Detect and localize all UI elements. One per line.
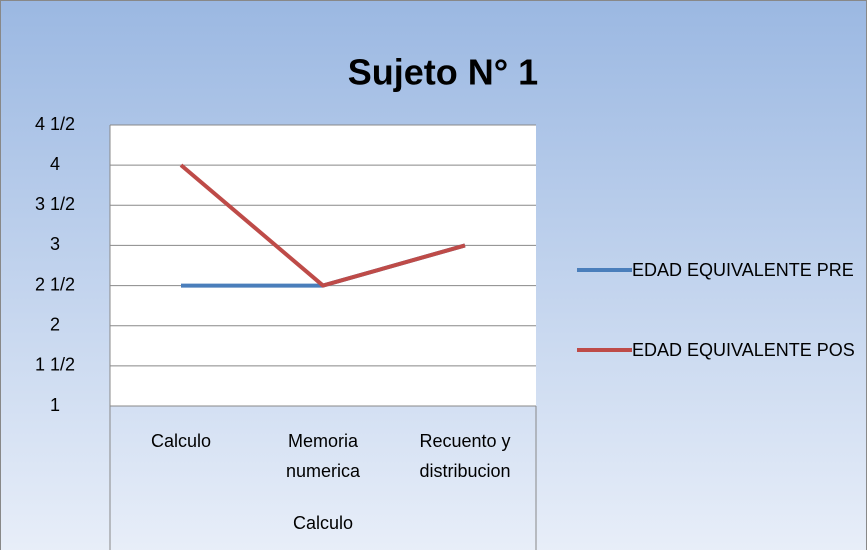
chart-title: Sujeto N° 1 [348,52,538,93]
y-tick-label: 3 [50,234,60,254]
y-tick-label: 2 1/2 [35,274,75,294]
x-tick-label: Calculo [150,431,212,451]
line-series [179,163,466,288]
y-tick-label: 1 [50,395,60,415]
x-tick-label: Memoria numerica [285,431,361,481]
category-group-label: Calculo [292,513,354,533]
legend-label: EDAD EQUIVALENTE POS [632,340,855,360]
y-tick-label: 4 [50,154,60,174]
legend-label: EDAD EQUIVALENTE PRE [632,260,854,280]
y-tick-label: 2 [50,314,60,334]
plot-area [110,125,536,406]
x-tick-label: Recuento y distribucion [419,431,511,481]
y-tick-label: 4 1/2 [35,114,75,134]
y-tick-label: 3 1/2 [35,194,75,214]
y-tick-label: 1 1/2 [35,355,75,375]
